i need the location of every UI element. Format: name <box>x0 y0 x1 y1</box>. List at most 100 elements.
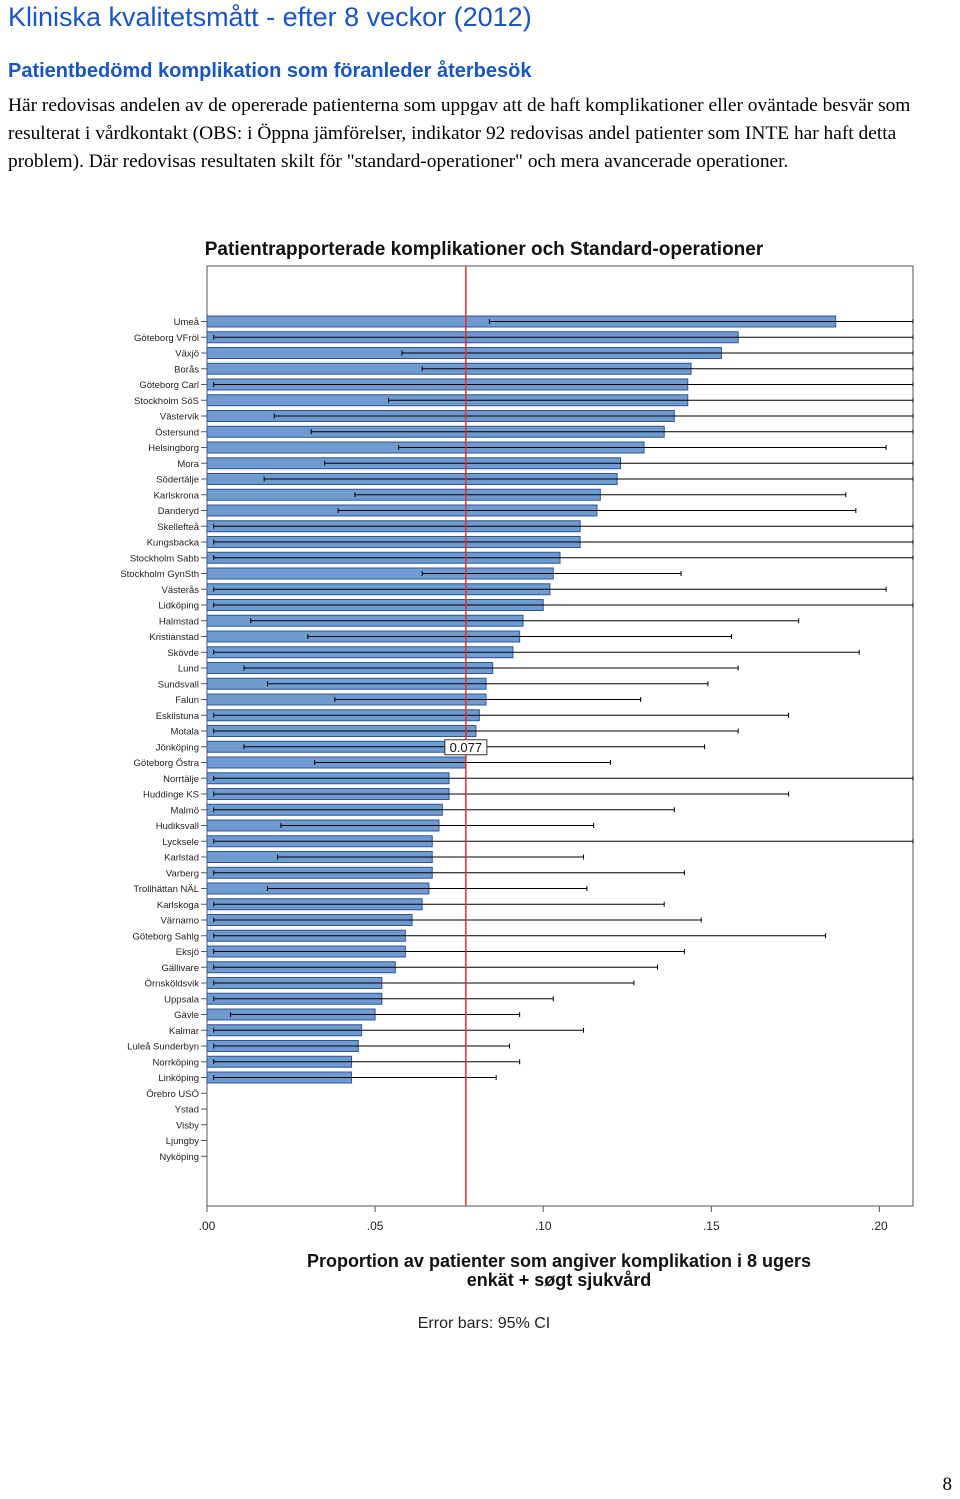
category-label-cat-7: Östersund <box>155 427 199 438</box>
error-bar-cat-6 <box>273 413 914 419</box>
category-label-cat-2: Växjö <box>175 349 199 360</box>
category-label-cat-52: Ljungby <box>166 1136 200 1147</box>
error-bar-cat-36 <box>267 886 588 891</box>
error-bar-cat-34 <box>277 854 585 860</box>
error-bar-cat-39 <box>213 933 827 939</box>
category-label-cat-33: Lycksele <box>162 837 199 848</box>
x-tick-label: .00 <box>199 1219 216 1233</box>
category-label-cat-14: Kungsbacka <box>147 538 200 549</box>
error-bar-cat-38 <box>213 917 702 923</box>
category-label-cat-24: Falun <box>175 695 199 706</box>
error-bar-cat-41 <box>213 964 658 970</box>
error-bar-cat-3 <box>421 366 914 372</box>
category-label-cat-42: Örnsköldsvik <box>145 979 200 990</box>
category-label-cat-23: Sundsvall <box>158 679 199 690</box>
error-bars-note: Error bars: 95% CI <box>418 1315 550 1332</box>
category-label-cat-17: Västerås <box>162 585 200 596</box>
x-tick-label: .10 <box>535 1219 552 1233</box>
category-label-cat-6: Västervik <box>160 412 199 423</box>
error-bar-cat-9 <box>324 460 914 466</box>
error-bar-cat-42 <box>213 980 635 986</box>
category-label-cat-0: Umeå <box>174 317 200 328</box>
x-axis: .00 .05 .10 .15 .20 <box>199 1206 888 1233</box>
category-label-cat-26: Motala <box>170 727 199 738</box>
error-bar-cat-24 <box>334 697 642 702</box>
error-bar-cat-11 <box>354 492 847 498</box>
category-label-cat-22: Lund <box>178 664 199 675</box>
category-label-cat-25: Eskilstuna <box>156 711 200 722</box>
error-bar-cat-0 <box>488 319 914 324</box>
category-label-cat-37: Karlskoga <box>157 900 200 911</box>
error-bar-cat-13 <box>213 523 914 529</box>
category-label-cat-18: Lidköping <box>158 601 199 612</box>
error-bar-cat-37 <box>213 901 665 907</box>
error-bar-cat-14 <box>213 539 914 545</box>
error-bar-cat-35 <box>213 870 685 876</box>
category-label-cat-10: Södertälje <box>156 475 199 486</box>
error-bar-cat-31 <box>213 807 675 813</box>
category-label-cat-27: Jönköping <box>156 742 199 753</box>
category-label-cat-43: Uppsala <box>164 994 200 1005</box>
reference-label: 0.077 <box>450 740 483 755</box>
category-label-cat-45: Kalmar <box>169 1026 199 1037</box>
category-labels: Umeå Göteborg VFröl Växjö Borås Göteborg Car… <box>120 317 207 1163</box>
category-label-cat-47: Norrköping <box>153 1057 199 1068</box>
error-bar-cat-48 <box>213 1075 497 1080</box>
error-bar-cat-8 <box>398 445 887 450</box>
category-label-cat-1: Göteborg VFröl <box>134 333 199 344</box>
category-label-cat-34: Karlstad <box>164 853 199 864</box>
page-title: Kliniska kvalitetsmått - efter 8 veckor … <box>8 2 532 32</box>
error-bar-cat-2 <box>401 350 914 356</box>
error-bar-cat-4 <box>213 382 914 387</box>
reference-layer: 0.077 <box>444 266 488 1206</box>
category-label-cat-40: Eksjö <box>176 947 199 958</box>
section-subtitle: Patientbedömd komplikation som föranlede… <box>8 60 532 82</box>
category-label-cat-48: Linköping <box>158 1073 199 1084</box>
error-bar-cat-17 <box>213 586 887 592</box>
category-label-cat-20: Kristianstad <box>149 632 199 643</box>
category-label-cat-11: Karlskrona <box>154 490 200 501</box>
category-label-cat-31: Malmö <box>170 805 199 816</box>
error-bar-cat-18 <box>213 602 914 608</box>
error-bar-cat-10 <box>263 476 914 482</box>
x-tick-label: .20 <box>871 1219 888 1233</box>
error-bar-cat-43 <box>213 996 554 1002</box>
category-label-cat-16: Stockholm GynSth <box>120 569 199 580</box>
error-bar-cat-21 <box>213 649 860 655</box>
x-axis-label-line-1: Proportion av patienter som angiver komp… <box>307 1251 811 1271</box>
category-label-cat-12: Danderyd <box>158 506 199 517</box>
category-label-cat-38: Värnamo <box>160 916 199 927</box>
error-bar-cat-20 <box>307 634 732 639</box>
category-label-cat-19: Halmstad <box>159 616 199 627</box>
page-number: 8 <box>942 1474 953 1495</box>
error-bar-cat-29 <box>213 775 914 781</box>
error-bar-cat-22 <box>243 665 739 671</box>
category-label-cat-39: Göteborg Sahlg <box>132 931 199 942</box>
error-bar-cat-7 <box>310 429 914 435</box>
category-label-cat-41: Gällivare <box>162 963 200 974</box>
error-bar-cat-1 <box>213 334 914 340</box>
category-label-cat-44: Gävle <box>174 1010 199 1021</box>
error-bar-cat-15 <box>213 555 914 561</box>
category-label-cat-21: Skövde <box>167 648 199 659</box>
category-label-cat-4: Göteborg Carl <box>139 380 199 391</box>
category-label-cat-50: Ystad <box>175 1105 199 1116</box>
category-label-cat-15: Stockholm Sabb <box>130 553 199 564</box>
category-label-cat-9: Mora <box>177 459 199 470</box>
error-bar-cat-26 <box>213 728 739 734</box>
category-label-cat-36: Trollhättan NÄL <box>133 884 199 895</box>
error-bar-cat-5 <box>388 397 914 403</box>
x-tick-label: .05 <box>367 1219 384 1233</box>
x-axis-label-line-2: enkät + søgt sjukvård <box>467 1270 652 1290</box>
error-bar-cat-32 <box>280 823 595 828</box>
error-bar-cat-33 <box>213 838 914 844</box>
error-bar-cat-44 <box>230 1012 521 1017</box>
category-label-cat-32: Hudiksvall <box>156 821 199 832</box>
error-bar-cat-45 <box>213 1027 585 1033</box>
description-paragraph: Här redovisas andelen av de opererade pa… <box>8 95 911 172</box>
error-bars-layer <box>213 319 914 1080</box>
error-bar-cat-12 <box>337 508 857 513</box>
error-bar-cat-19 <box>250 618 800 624</box>
bar-chart: Patientrapporterade komplikationer och S… <box>120 239 914 1332</box>
error-bar-cat-46 <box>213 1043 511 1049</box>
